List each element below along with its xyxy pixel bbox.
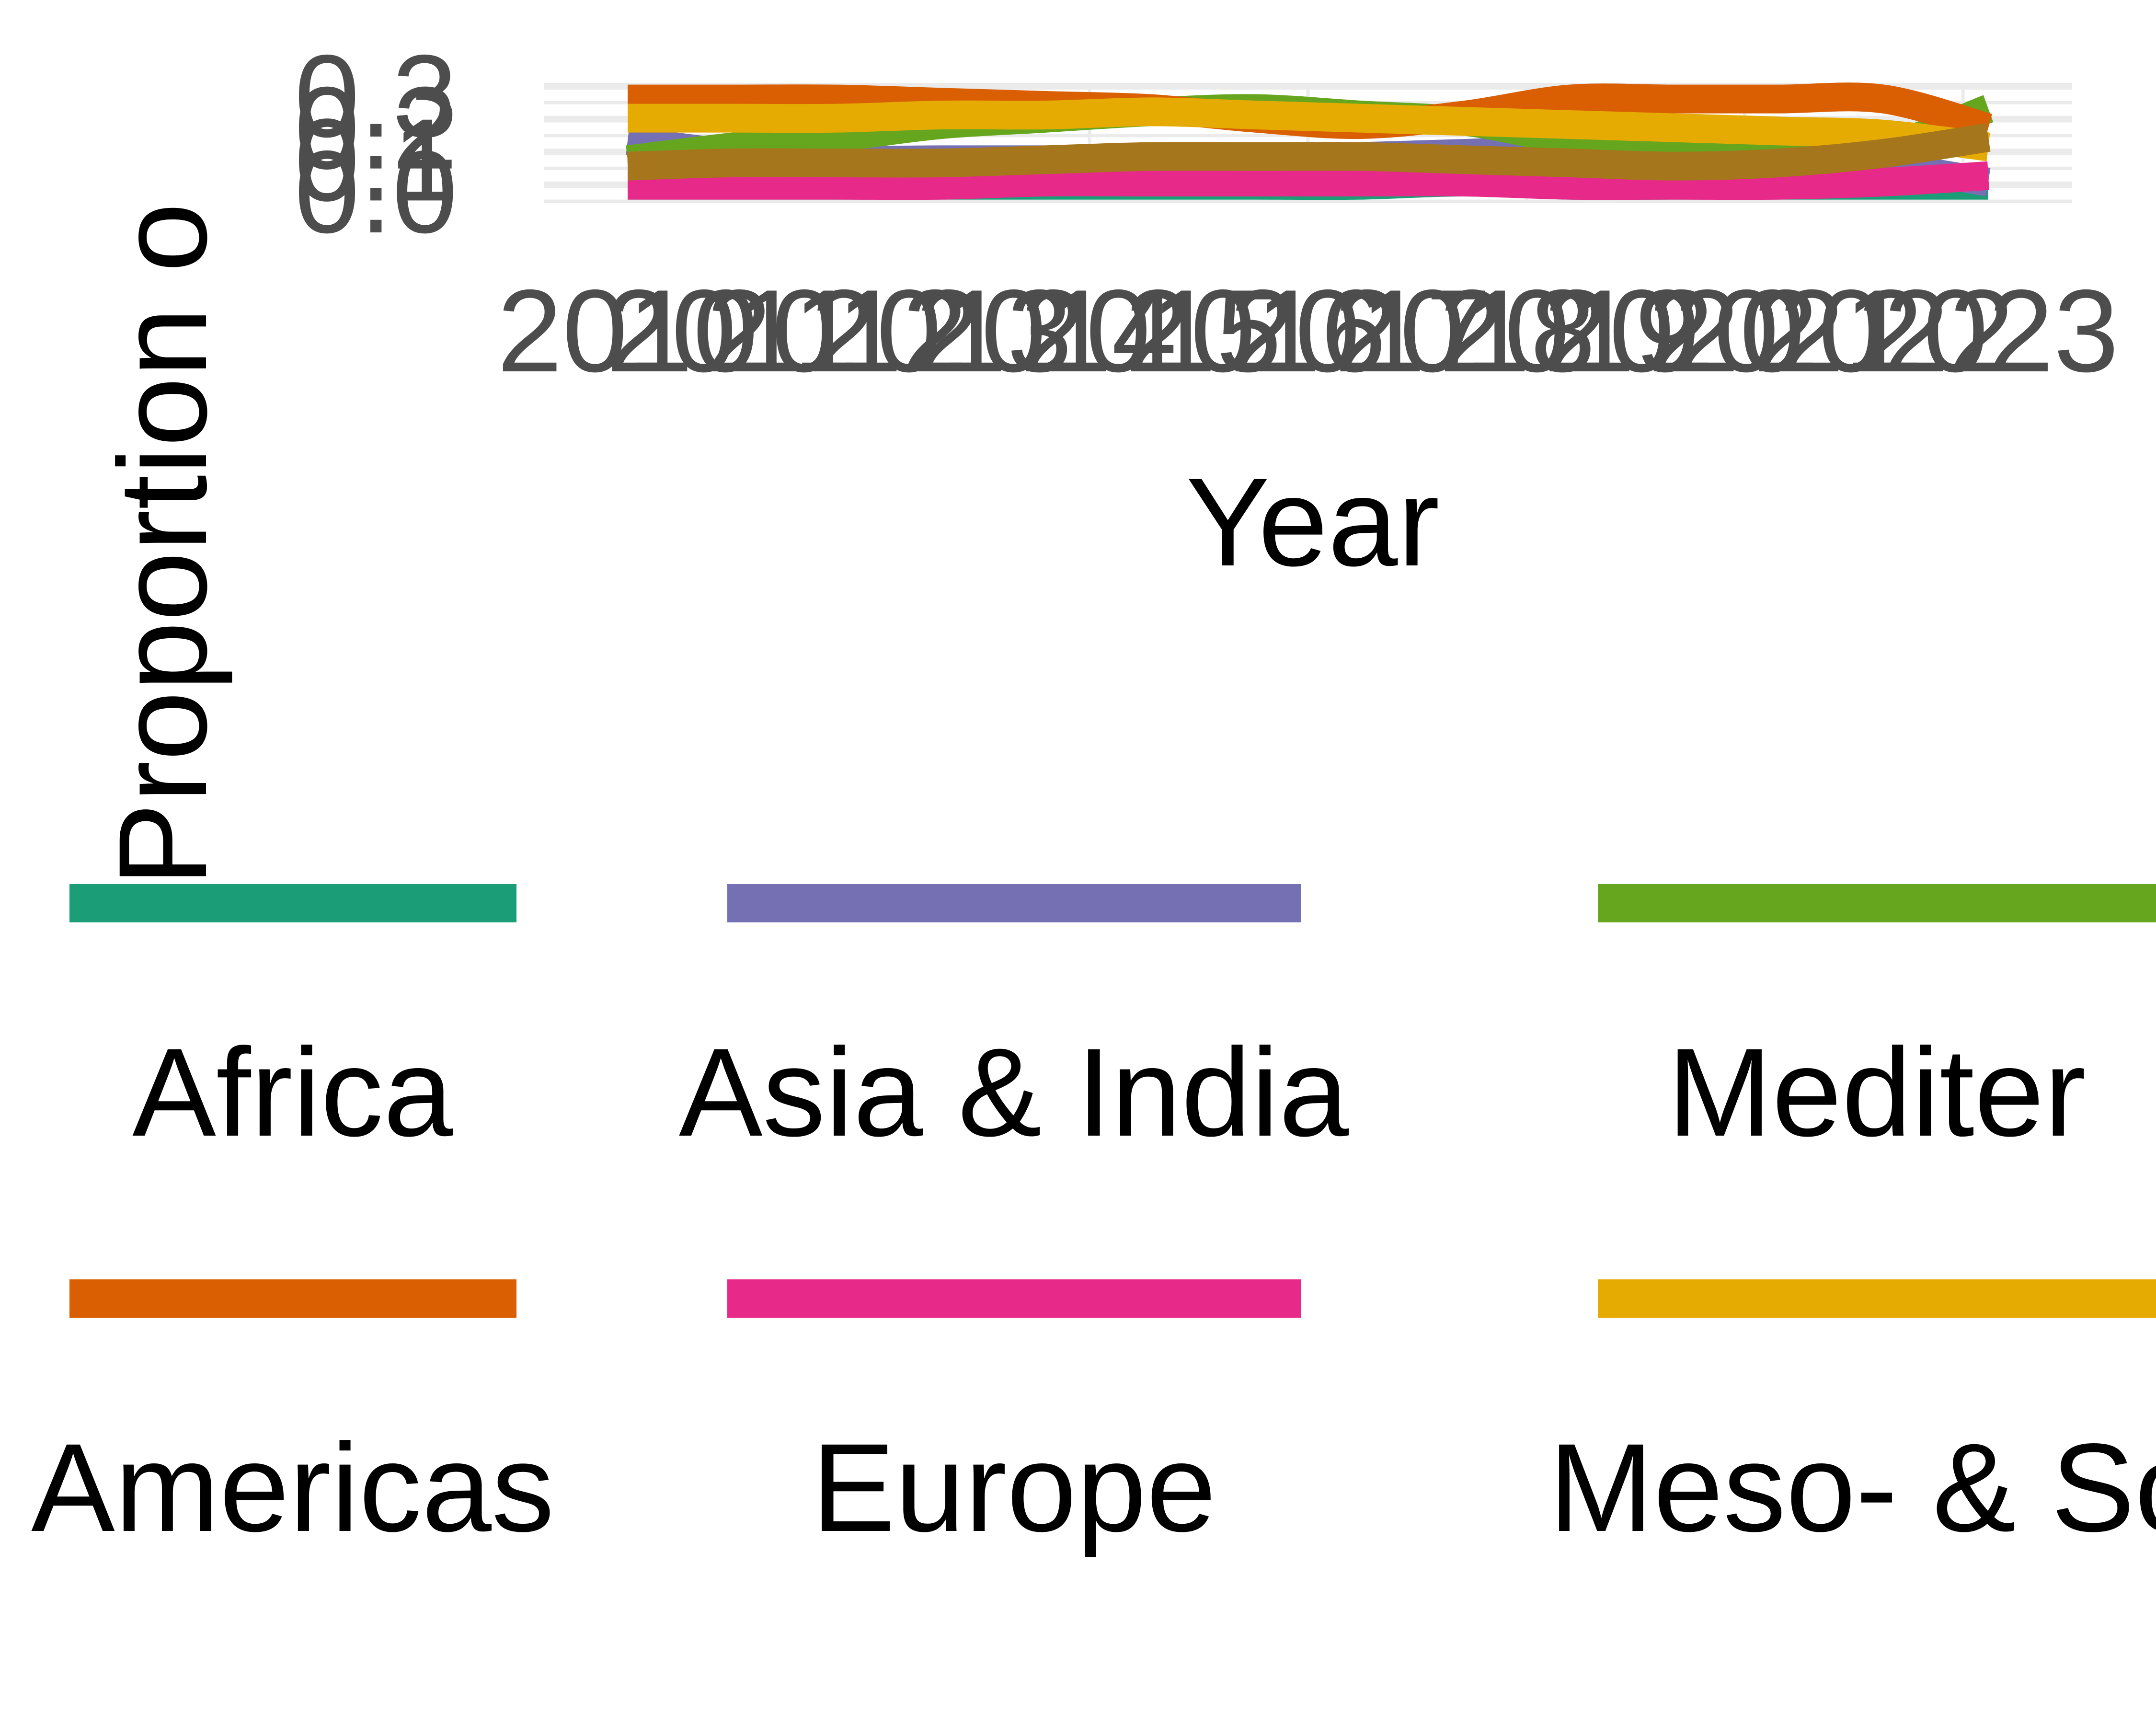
y-tick-label: 0.2 — [294, 62, 458, 194]
series-line-series-7 — [627, 123, 1991, 181]
series-line-meso-so — [627, 97, 1990, 161]
legend-label-meso-so: Meso- & So — [1549, 1417, 2156, 1558]
x-tick-label: 2010 — [497, 265, 758, 396]
x-tick-label: 2017 — [1230, 265, 1491, 396]
x-axis-title: Year — [1186, 452, 1439, 592]
x-tick-label: 2020 — [1544, 265, 1805, 396]
x-tick-label: 2022 — [1753, 265, 2014, 396]
y-axis-ticks: 0.00.10.20.3 — [294, 30, 458, 257]
x-tick-label: 2015 — [1021, 265, 1282, 396]
legend-label-europe: Europe — [812, 1417, 1216, 1558]
x-axis-ticks: 2010201120122013201420152016201720182019… — [497, 265, 2119, 396]
x-tick-label: 2018 — [1334, 265, 1595, 396]
x-tick-label: 2016 — [1125, 265, 1386, 396]
x-tick-label: 2023 — [1858, 265, 2119, 396]
x-tick-label: 2021 — [1649, 265, 1910, 396]
series-line-europe — [628, 161, 1989, 200]
y-tick-label: 0.1 — [294, 94, 458, 225]
legend: Africa Asia & India Mediter Americas Europe M… — [31, 884, 2156, 1558]
x-tick-label: 2013 — [811, 265, 1072, 396]
y-axis-title: Proportion o — [92, 203, 233, 886]
x-tick-label: 2019 — [1439, 265, 1700, 396]
series-lines — [626, 82, 1994, 200]
x-tick-label: 2011 — [606, 265, 859, 396]
legend-label-americas: Americas — [31, 1417, 554, 1558]
x-tick-label: 2012 — [706, 265, 967, 396]
legend-label-asia-india: Asia & India — [679, 1022, 1350, 1162]
y-tick-label: 0.3 — [294, 30, 458, 161]
legend-label-africa: Africa — [132, 1022, 454, 1162]
legend-label-mediter: Mediter — [1667, 1022, 2086, 1162]
y-tick-label: 0.0 — [294, 126, 458, 257]
x-tick-label: 2014 — [916, 265, 1177, 396]
